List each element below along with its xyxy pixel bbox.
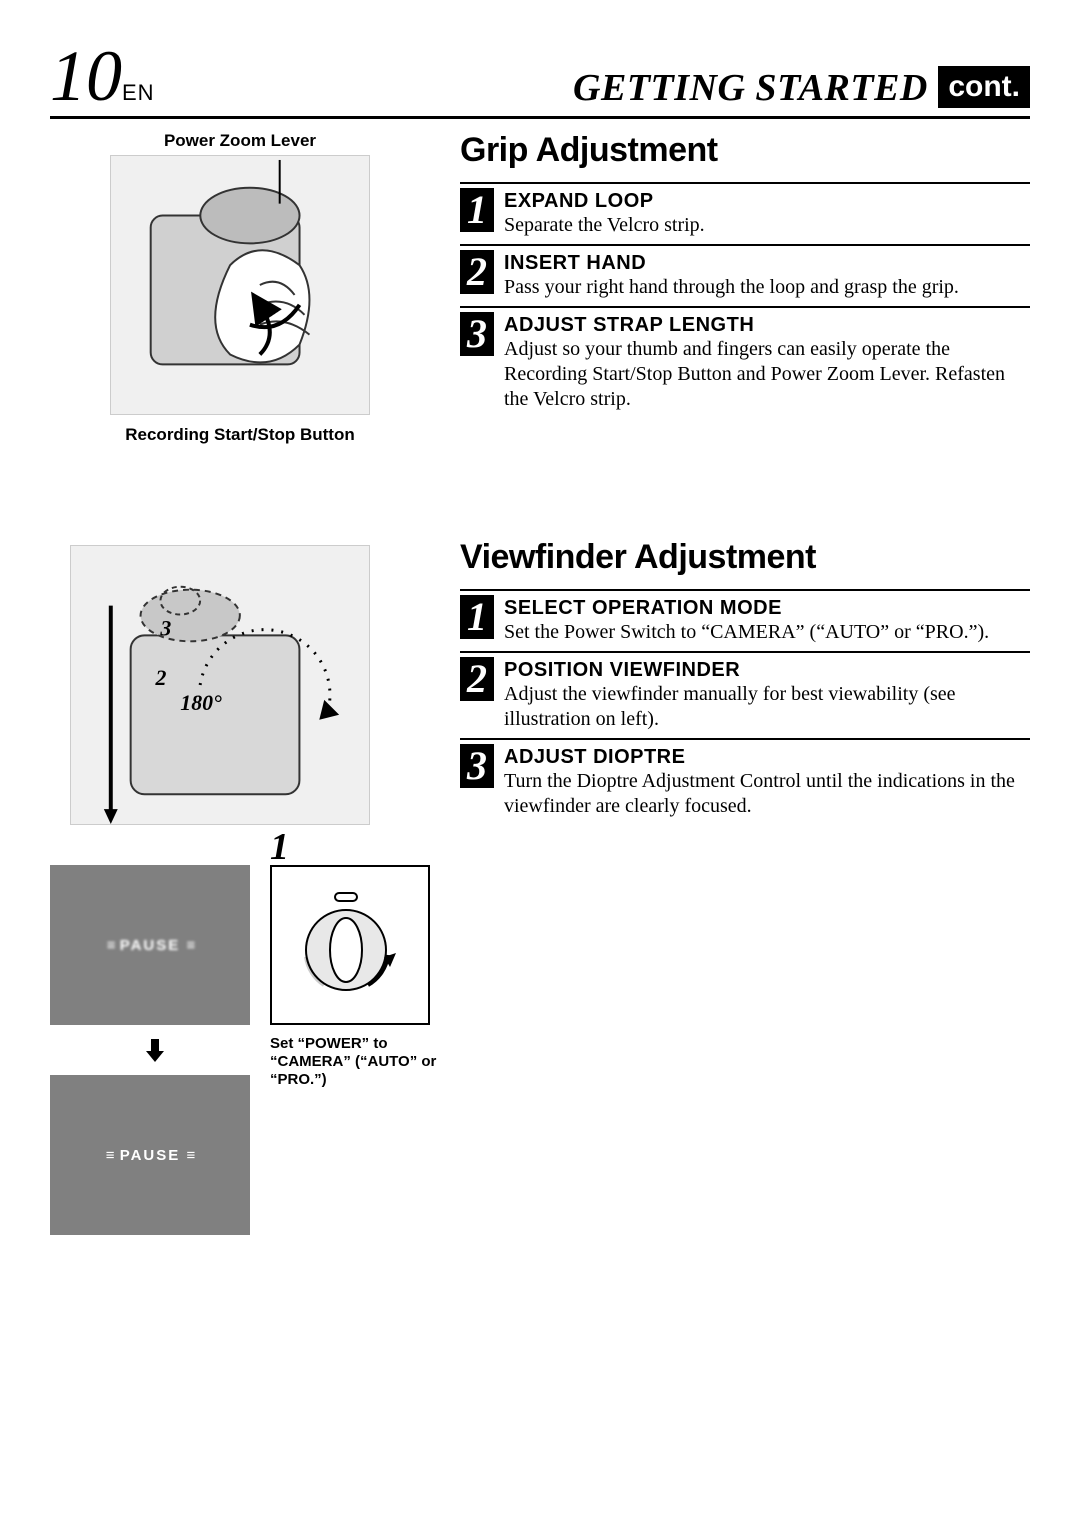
step-title: ADJUST DIOPTRE [504, 746, 1030, 769]
section-title-grip: Grip Adjustment [460, 131, 1030, 170]
page-lang: EN [122, 80, 155, 105]
step-text: Separate the Velcro strip. [504, 213, 1030, 238]
label-recording-button: Recording Start/Stop Button [50, 425, 430, 445]
header-title: GETTING STARTED [573, 67, 928, 109]
step-number: 1 [460, 595, 494, 639]
step-2-position-viewfinder: 2 POSITION VIEWFINDER Adjust the viewfin… [460, 651, 1030, 732]
step-1-expand-loop: 1 EXPAND LOOP Separate the Velcro strip. [460, 182, 1030, 238]
illustration-viewfinder: 3 2 180° 1 ≡ PAUSE ≡ [50, 545, 430, 1395]
step-text: Adjust so your thumb and fingers can eas… [504, 337, 1030, 412]
callout-one: 1 [270, 825, 289, 869]
power-dial-svg [290, 885, 410, 1005]
viewfinder-display-blurry: ≡ PAUSE ≡ [50, 865, 250, 1025]
step-body: ADJUST STRAP LENGTH Adjust so your thumb… [504, 312, 1030, 412]
camcorder-viewfinder-illustration: 3 2 180° [70, 545, 370, 825]
left-column: Power Zoom Lever Recording Start/Stop Bu… [50, 131, 430, 1395]
label-power-zoom-lever: Power Zoom Lever [50, 131, 430, 151]
camcorder-viewfinder-svg: 3 2 180° [71, 546, 369, 824]
step-title: POSITION VIEWFINDER [504, 659, 1030, 682]
step-title: SELECT OPERATION MODE [504, 597, 1030, 620]
page-header: 10EN GETTING STARTED cont. [50, 40, 1030, 119]
step-text: Pass your right hand through the loop an… [504, 275, 1030, 300]
power-caption: Set “POWER” to “CAMERA” (“AUTO” or “PRO.… [270, 1035, 440, 1089]
section-title-viewfinder: Viewfinder Adjustment [460, 538, 1030, 577]
power-switch-diagram [270, 865, 430, 1025]
camcorder-grip-svg [111, 156, 369, 414]
step-number: 2 [460, 250, 494, 294]
step-text: Adjust the viewfinder manually for best … [504, 682, 1030, 732]
right-column: Grip Adjustment 1 EXPAND LOOP Separate t… [460, 131, 1030, 1395]
illustration-grip: Power Zoom Lever Recording Start/Stop Bu… [50, 131, 430, 445]
svg-text:3: 3 [159, 616, 171, 640]
header-cont: cont. [938, 66, 1030, 108]
content: Power Zoom Lever Recording Start/Stop Bu… [50, 131, 1030, 1395]
step-1-select-mode: 1 SELECT OPERATION MODE Set the Power Sw… [460, 589, 1030, 645]
step-body: SELECT OPERATION MODE Set the Power Swit… [504, 595, 1030, 645]
step-text: Set the Power Switch to “CAMERA” (“AUTO”… [504, 620, 1030, 645]
step-body: POSITION VIEWFINDER Adjust the viewfinde… [504, 657, 1030, 732]
pause-text-blurry: ≡ PAUSE ≡ [107, 937, 193, 954]
down-arrow-icon [142, 1037, 168, 1070]
angle-180: 180° [180, 691, 222, 715]
step-body: INSERT HAND Pass your right hand through… [504, 250, 1030, 300]
page-number-block: 10EN [50, 40, 155, 112]
step-2-insert-hand: 2 INSERT HAND Pass your right hand throu… [460, 244, 1030, 300]
step-body: EXPAND LOOP Separate the Velcro strip. [504, 188, 1030, 238]
viewfinder-display-focused: ≡ PAUSE ≡ [50, 1075, 250, 1235]
step-title: INSERT HAND [504, 252, 1030, 275]
svg-text:2: 2 [154, 666, 166, 690]
lower-figures: 1 ≡ PAUSE ≡ Set “PO [50, 835, 430, 1395]
step-body: ADJUST DIOPTRE Turn the Dioptre Adjustme… [504, 744, 1030, 819]
step-3-adjust-strap: 3 ADJUST STRAP LENGTH Adjust so your thu… [460, 306, 1030, 412]
step-number: 3 [460, 744, 494, 788]
step-text: Turn the Dioptre Adjustment Control unti… [504, 769, 1030, 819]
header-title-block: GETTING STARTED cont. [573, 66, 1030, 110]
step-title: ADJUST STRAP LENGTH [504, 314, 1030, 337]
step-number: 2 [460, 657, 494, 701]
camcorder-grip-illustration [110, 155, 370, 415]
step-3-adjust-dioptre: 3 ADJUST DIOPTRE Turn the Dioptre Adjust… [460, 738, 1030, 819]
step-number: 1 [460, 188, 494, 232]
page-number: 10 [50, 36, 122, 116]
pause-text-sharp: ≡ PAUSE ≡ [106, 1147, 194, 1164]
step-title: EXPAND LOOP [504, 190, 1030, 213]
step-number: 3 [460, 312, 494, 356]
